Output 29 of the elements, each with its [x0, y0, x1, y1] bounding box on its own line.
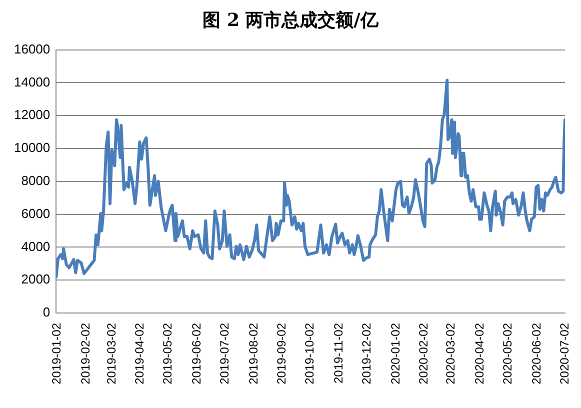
x-tick-label: 2019-08-02 [246, 323, 260, 384]
x-tick-label: 2019-12-02 [359, 323, 374, 384]
x-tick-label: 2020-02-02 [416, 323, 431, 384]
x-tick-label: 2019-07-02 [217, 323, 232, 384]
y-tick-label: 8000 [21, 172, 50, 188]
y-tick-label: 12000 [14, 107, 50, 122]
x-tick-label: 2019-06-02 [189, 323, 204, 384]
x-tick-label: 2019-03-02 [104, 323, 118, 384]
y-tick-label: 6000 [21, 206, 50, 221]
x-tick-label: 2019-04-02 [132, 323, 147, 384]
y-tick-label: 0 [42, 304, 50, 320]
y-tick-label: 14000 [14, 74, 50, 90]
x-tick-label: 2019-01-02 [49, 323, 64, 384]
y-tick-label: 10000 [14, 140, 50, 156]
x-tick-label: 2020-04-02 [472, 323, 487, 384]
x-tick-label: 2019-09-02 [274, 323, 289, 384]
x-tick-label: 2020-07-02 [557, 323, 572, 384]
x-tick-label: 2020-06-02 [529, 323, 544, 384]
x-tick-label: 2020-03-02 [444, 323, 458, 384]
x-tick-label: 2020-05-02 [500, 323, 514, 384]
x-tick-label: 2020-01-02 [388, 323, 402, 384]
x-tick-label: 2019-10-02 [302, 323, 317, 384]
chart-title: 图 2 两市总成交额/亿 [202, 9, 380, 33]
x-tick-label: 2019-11-02 [331, 323, 346, 384]
y-tick-label: 4000 [21, 238, 50, 254]
y-tick-label: 16000 [14, 41, 50, 56]
y-tick-label: 2000 [21, 272, 50, 287]
x-tick-label: 2019-05-02 [160, 323, 175, 384]
x-tick-label: 2019-02-02 [78, 323, 92, 384]
